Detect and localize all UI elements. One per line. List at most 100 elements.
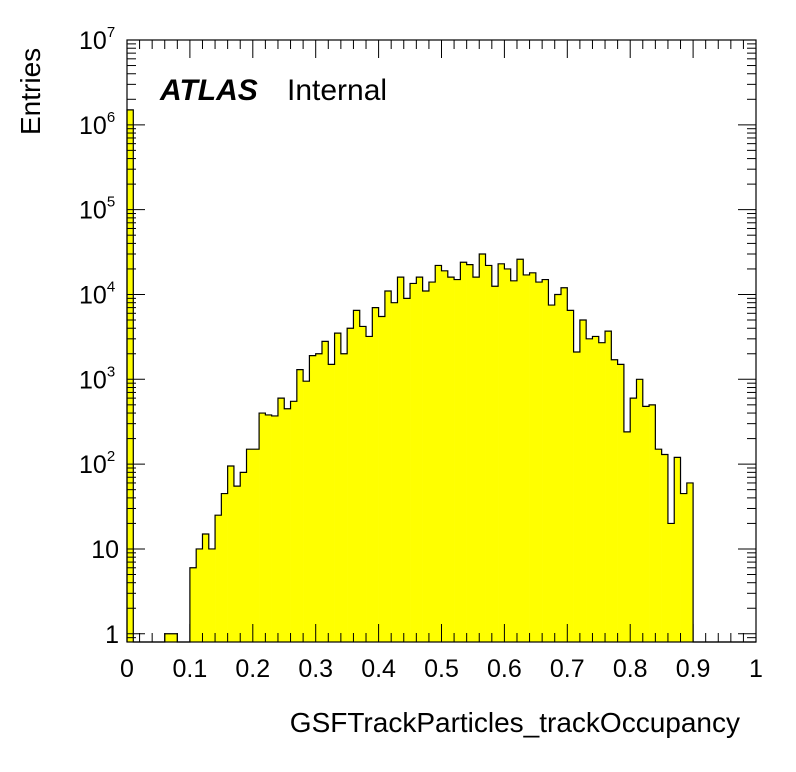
histogram-bar xyxy=(353,310,361,642)
histogram-bar xyxy=(680,493,688,642)
histogram-bar xyxy=(447,277,455,642)
histogram-bar xyxy=(498,263,505,642)
histogram-bar xyxy=(164,633,172,642)
histogram-bar xyxy=(221,493,228,642)
histogram-bar xyxy=(636,379,644,642)
histogram-bar xyxy=(321,341,329,642)
histogram-bar xyxy=(428,282,436,642)
histogram-bar xyxy=(208,548,216,642)
histogram-bar xyxy=(466,264,474,642)
histogram-bar xyxy=(611,359,618,642)
histogram-bar xyxy=(196,548,203,642)
atlas-label: ATLAS xyxy=(159,74,258,107)
histogram-bar xyxy=(686,482,694,642)
histogram-bar xyxy=(271,415,279,642)
histogram-bar xyxy=(441,270,449,642)
plot-frame xyxy=(126,39,757,643)
histogram-bar xyxy=(215,515,222,642)
histogram-bar xyxy=(642,406,650,642)
histogram-bar xyxy=(372,307,379,642)
histogram-bar xyxy=(366,336,373,642)
histogram-bar xyxy=(233,486,241,642)
histogram-bar xyxy=(516,259,524,642)
axis-ticks xyxy=(126,39,757,642)
histogram-bar xyxy=(410,283,417,642)
histogram-bar xyxy=(579,320,587,642)
y-tick-label: 107 xyxy=(79,24,115,55)
histogram-bar xyxy=(246,449,254,642)
histogram-bar xyxy=(315,353,323,642)
histogram-bar xyxy=(403,298,411,642)
histogram-outline xyxy=(126,109,756,643)
histogram-bar xyxy=(592,336,600,642)
y-tick-label: 104 xyxy=(79,278,115,309)
y-tick-labels: 1 10 102 103 104 105 106 107 xyxy=(79,24,119,649)
histogram-bars xyxy=(127,109,694,642)
histogram-bar xyxy=(523,274,530,642)
x-tick-label: 0.3 xyxy=(298,655,333,683)
x-tick-label: 0.7 xyxy=(550,655,585,683)
histogram-bar xyxy=(472,277,480,642)
x-tick-label: 0.9 xyxy=(676,655,711,683)
x-tick-label: 0.4 xyxy=(361,655,396,683)
histogram-bar xyxy=(202,534,210,642)
histogram-bar xyxy=(573,351,581,642)
x-tick-label: 0.8 xyxy=(613,655,648,683)
histogram-bar xyxy=(227,466,235,642)
histogram-bar xyxy=(661,454,669,642)
histogram-bar xyxy=(655,449,662,642)
histogram-bar xyxy=(171,633,178,642)
histogram-bar xyxy=(422,290,430,642)
histogram-bar xyxy=(667,523,675,642)
histogram-bar xyxy=(567,310,574,642)
histogram-bar xyxy=(127,109,134,642)
histogram-bar xyxy=(359,326,367,642)
histogram-bar xyxy=(303,381,310,642)
histogram-bar xyxy=(479,254,486,642)
internal-label: Internal xyxy=(287,74,387,107)
x-axis-title: GSFTrackParticles_trackOccupancy xyxy=(290,707,740,738)
histogram-bar xyxy=(491,286,499,642)
histogram-bar xyxy=(598,342,606,642)
histogram-bar xyxy=(284,408,291,642)
histogram-bar xyxy=(554,294,562,642)
histogram-bar xyxy=(340,353,348,642)
histogram-bar xyxy=(240,472,247,642)
x-tick-label: 0.6 xyxy=(487,655,522,683)
x-tick-label: 1 xyxy=(749,655,763,683)
histogram-bar xyxy=(485,265,493,642)
x-tick-label: 0.5 xyxy=(424,655,459,683)
histogram-bar xyxy=(454,279,461,642)
histogram-bar xyxy=(277,398,285,642)
histogram-bar xyxy=(542,279,549,642)
y-tick-label: 103 xyxy=(79,363,115,394)
histogram-bar xyxy=(586,338,593,642)
histogram-bar xyxy=(384,290,392,642)
y-tick-label: 106 xyxy=(79,109,115,140)
histogram-bar xyxy=(309,355,316,642)
histogram-bar xyxy=(265,414,272,642)
histogram-bar xyxy=(548,305,556,642)
y-tick-label: 102 xyxy=(79,448,115,479)
histogram-bar xyxy=(334,333,342,642)
histogram-bar xyxy=(290,401,298,642)
histogram-bar xyxy=(328,364,335,642)
histogram-bar xyxy=(460,262,467,642)
histogram-bar xyxy=(347,328,354,642)
histogram-bar xyxy=(378,316,386,642)
x-tick-label: 0.1 xyxy=(173,655,208,683)
histogram-bar xyxy=(397,277,405,642)
y-tick-label: 105 xyxy=(79,194,115,225)
histogram-bar xyxy=(504,268,511,642)
x-tick-label: 0.2 xyxy=(235,655,270,683)
histogram-bar xyxy=(435,265,442,642)
x-tick-label: 0 xyxy=(120,655,134,683)
histogram-bar xyxy=(416,277,423,642)
histogram-bar xyxy=(296,369,304,642)
histogram-bar xyxy=(189,567,197,642)
histogram-bar xyxy=(252,449,260,642)
histogram-bar xyxy=(617,364,625,642)
histogram-bar xyxy=(630,398,637,642)
y-axis-title: Entries xyxy=(15,48,46,135)
